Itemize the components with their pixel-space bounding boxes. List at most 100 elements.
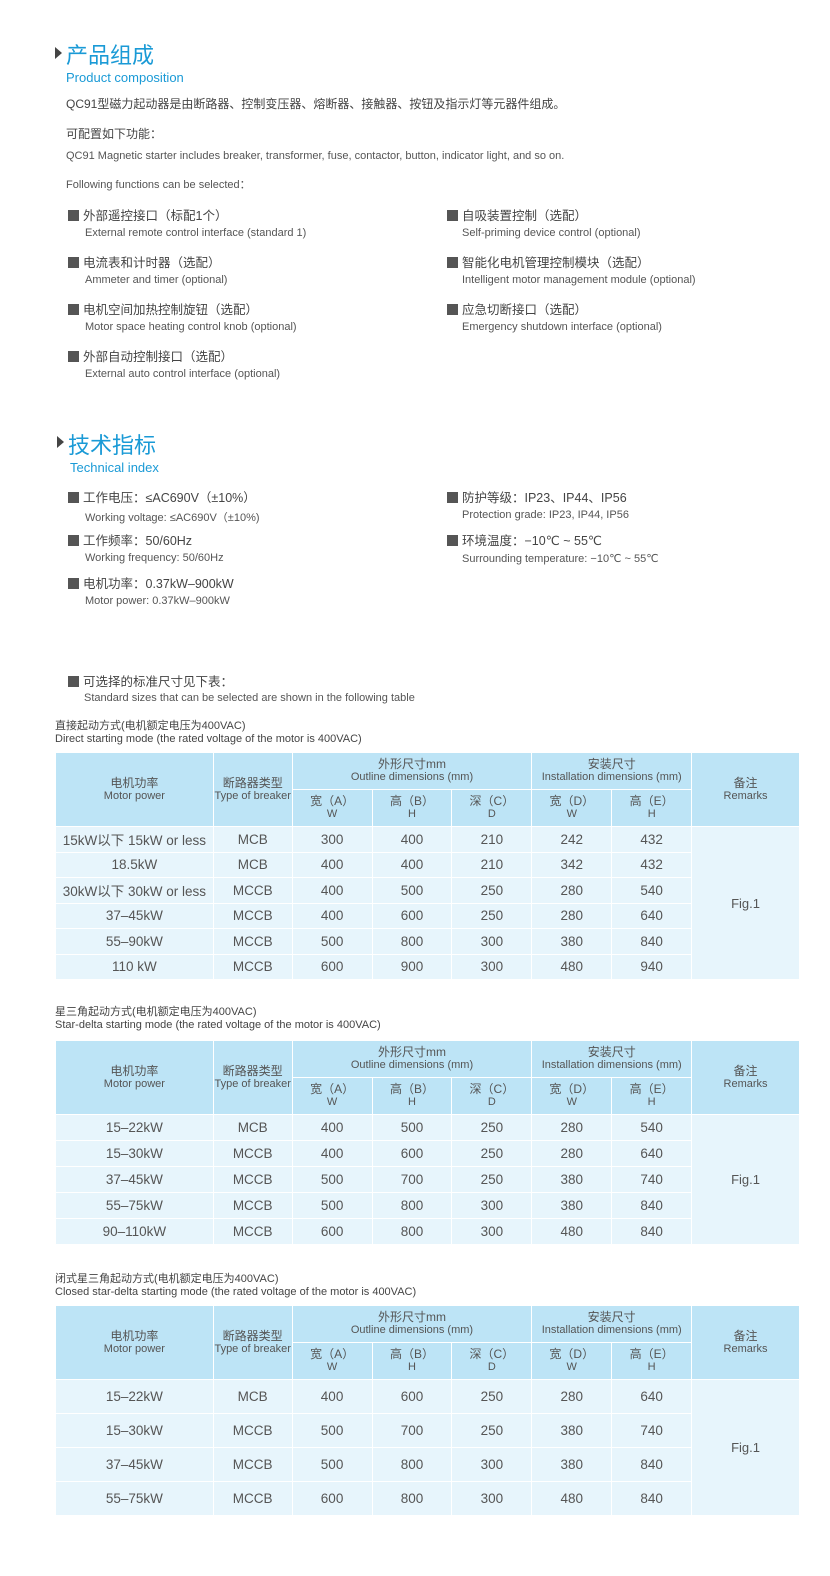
feature-item-en: External auto control interface (optiona… xyxy=(85,368,281,380)
table-cell: 400 xyxy=(371,851,453,878)
header-outline-dimensions-en: Outline dimensions (mm) xyxy=(350,1059,474,1071)
header-sub-dimension: 高（B） H xyxy=(371,789,453,827)
header-sub-dimension-en: H xyxy=(408,1096,416,1108)
table-cell: 15–30kW xyxy=(55,1413,214,1448)
table-row: 15–30kW MCCB 500 700 250 380 740 xyxy=(55,1413,800,1448)
header-sub-dimension-en: H xyxy=(647,1361,656,1373)
feature-item-en: Working voltage: ≤AC690V（±10%) xyxy=(85,512,260,524)
table-cell: 90–110kW xyxy=(55,1218,214,1245)
header-installation-dimensions-cn: 安装尺寸 xyxy=(587,757,636,771)
feature-item-cn: 工作电压：≤AC690V（±10%） xyxy=(68,487,256,506)
header-motor-power-cn: 电机功率 xyxy=(110,1063,159,1078)
table-cell: 15–30kW xyxy=(55,1140,214,1167)
table-cell: 250 xyxy=(451,1413,533,1448)
header-motor-power: 电机功率 Motor power xyxy=(55,752,214,827)
table-cell: 800 xyxy=(371,1447,453,1482)
header-breaker-type-cn: 断路器类型 xyxy=(222,1063,283,1078)
table-cell: MCCB xyxy=(212,928,293,955)
intro-en: QC91 Magnetic starter includes breaker, … xyxy=(66,150,565,162)
feature-label-cn: 应急切断接口（选配） xyxy=(462,303,588,317)
table-cell: 840 xyxy=(611,1192,693,1219)
header-sub-dimension-cn: 宽（D） xyxy=(549,1347,595,1361)
header-remarks-en: Remarks xyxy=(723,1342,768,1355)
header-sub-dimension: 宽（D） W xyxy=(531,1077,613,1115)
header-outline-dimensions-cn: 外形尺寸mm xyxy=(377,757,446,771)
table-row: 30kW以下 30kW or less MCCB 400 500 250 280 540 xyxy=(55,877,800,904)
table-cell: 250 xyxy=(451,1166,533,1193)
feature-item-cn: 电机空间加热控制旋钮（选配） xyxy=(68,299,258,318)
header-sub-dimension-cn: 宽（A） xyxy=(310,1347,355,1361)
table-cell: 342 xyxy=(531,851,613,878)
table-row: 15–22kW MCB 400 500 250 280 540 Fig.1 xyxy=(55,1114,800,1245)
table-cell: 300 xyxy=(451,1447,533,1482)
header-sub-dimension-cn: 高（B） xyxy=(389,794,434,808)
header-remarks-cn: 备注 xyxy=(733,1063,758,1078)
table-cell: 55–75kW xyxy=(55,1192,214,1219)
feature-item-cn: 工作频率：50/60Hz xyxy=(68,530,192,549)
header-installation-dimensions: 安装尺寸 Installation dimensions (mm) xyxy=(531,1040,693,1078)
table-row: 55–75kW MCCB 600 800 300 480 840 xyxy=(55,1481,800,1516)
sizes-note-cn-text: 可选择的标准尺寸见下表： xyxy=(83,675,234,689)
table-cell: 400 xyxy=(291,851,373,878)
table-cell: 400 xyxy=(291,1114,373,1141)
header-sub-dimension: 宽（D） W xyxy=(531,789,613,827)
table-cell: 700 xyxy=(371,1166,453,1193)
bullet-icon xyxy=(68,676,79,687)
remarks-cell: Fig.1 xyxy=(691,1114,800,1245)
table-cell: 480 xyxy=(531,1481,613,1516)
table-cell: 840 xyxy=(611,1447,693,1482)
header-sub-dimension: 高（E） H xyxy=(611,1342,693,1380)
bullet-icon xyxy=(68,210,79,221)
feature-label-cn: 工作频率：50/60Hz xyxy=(83,534,193,548)
table-cell: 400 xyxy=(371,826,453,853)
feature-label-cn: 环境温度：−10℃ ~ 55℃ xyxy=(462,534,602,548)
header-sub-dimension-en: W xyxy=(566,1361,577,1373)
table-cell: 400 xyxy=(291,902,373,929)
feature-item-en: Self-priming device control (optional) xyxy=(462,227,641,239)
header-remarks: 备注 Remarks xyxy=(691,1040,800,1115)
table-cell: 380 xyxy=(531,1413,613,1448)
feature-item-en: Working frequency: 50/60Hz xyxy=(85,552,224,564)
table-cell: 300 xyxy=(451,1192,533,1219)
table-row: 18.5kW MCB 400 400 210 342 432 xyxy=(55,851,800,878)
feature-item-en: Protection grade: IP23, IP44, IP56 xyxy=(462,509,629,521)
header-sub-dimension-en: H xyxy=(647,1096,656,1108)
table-cell: 15–22kW xyxy=(55,1379,214,1414)
table-cell: 380 xyxy=(531,1192,613,1219)
header-sub-dimension-en: W xyxy=(566,1096,577,1108)
header-sub-dimension: 高（B） H xyxy=(371,1077,453,1115)
table-caption-en: Direct starting mode (the rated voltage … xyxy=(55,733,362,745)
header-remarks: 备注 Remarks xyxy=(691,752,800,827)
header-installation-dimensions: 安装尺寸 Installation dimensions (mm) xyxy=(531,752,693,790)
table-cell: 18.5kW xyxy=(55,851,214,878)
table-caption-cn: 闭式星三角起动方式(电机额定电压为400VAC) xyxy=(55,1273,279,1285)
table-row: 15–30kW MCCB 400 600 250 280 640 xyxy=(55,1140,800,1167)
feature-item-cn: 环境温度：−10℃ ~ 55℃ xyxy=(447,530,602,549)
table-cell: 500 xyxy=(291,928,373,955)
header-breaker-type-en: Type of breaker xyxy=(214,1342,291,1355)
header-breaker-type-en: Type of breaker xyxy=(214,1077,291,1090)
table-cell: 400 xyxy=(291,877,373,904)
technical-subtitle: Technical index xyxy=(70,460,159,475)
header-sub-dimension-cn: 宽（D） xyxy=(549,794,595,808)
table-cell: 280 xyxy=(531,877,613,904)
table-cell: 250 xyxy=(451,1114,533,1141)
header-outline-dimensions: 外形尺寸mm Outline dimensions (mm) xyxy=(291,1305,533,1343)
header-sub-dimension-cn: 宽（A） xyxy=(310,794,355,808)
table-cell: 250 xyxy=(451,902,533,929)
header-motor-power-en: Motor power xyxy=(103,789,165,802)
composition-title: 产品组成 xyxy=(66,44,155,69)
header-sub-dimension-cn: 高（B） xyxy=(389,1347,434,1361)
header-sub-dimension: 深（C） D xyxy=(451,789,533,827)
table-caption-cn: 星三角起动方式(电机额定电压为400VAC) xyxy=(55,1006,257,1018)
header-installation-dimensions-cn: 安装尺寸 xyxy=(587,1045,636,1059)
table-cell: MCCB xyxy=(212,1166,293,1193)
header-breaker-type: 断路器类型 Type of breaker xyxy=(212,1040,293,1115)
table-cell: 280 xyxy=(531,1114,613,1141)
table-cell: 800 xyxy=(371,1481,453,1516)
table-cell: 55–75kW xyxy=(55,1481,214,1516)
table-cell: 400 xyxy=(291,1379,373,1414)
bullet-icon xyxy=(447,535,458,546)
header-motor-power-en: Motor power xyxy=(103,1342,165,1355)
table-cell: 600 xyxy=(291,1481,373,1516)
